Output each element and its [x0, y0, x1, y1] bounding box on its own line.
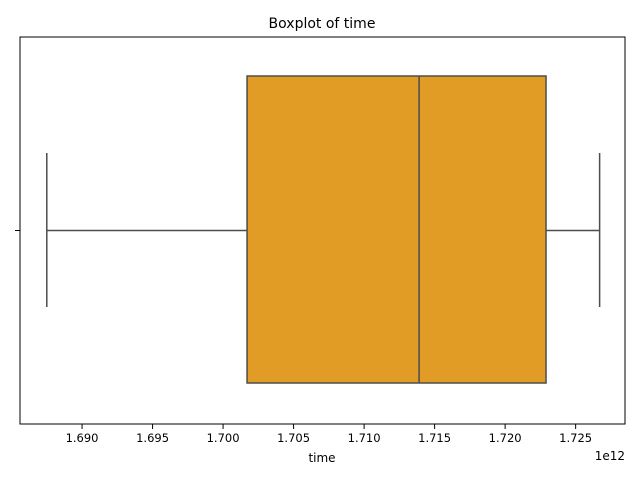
x-tick-label: 1.700	[207, 431, 240, 445]
x-axis: 1.690 1.695 1.700 1.705 1.710 1.715 1.720 1.725	[66, 424, 592, 445]
x-tick-label: 1.695	[136, 431, 169, 445]
x-axis-label: time	[308, 451, 335, 465]
x-tick-label: 1.705	[277, 431, 310, 445]
x-tick-label: 1.690	[66, 431, 99, 445]
x-tick-label: 1.710	[348, 431, 381, 445]
box-iqr	[246, 75, 547, 384]
plot-area	[46, 75, 601, 384]
x-axis-offset-label: 1e12	[595, 449, 625, 463]
x-tick-label: 1.725	[559, 431, 592, 445]
chart-title: Boxplot of time	[269, 16, 376, 32]
x-tick-label: 1.720	[489, 431, 522, 445]
x-tick-label: 1.715	[418, 431, 451, 445]
